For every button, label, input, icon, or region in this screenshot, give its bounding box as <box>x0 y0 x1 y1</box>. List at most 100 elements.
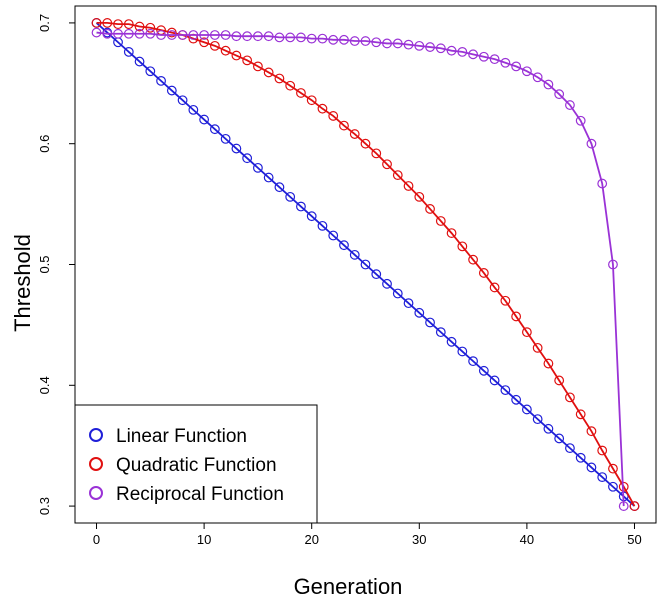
data-point <box>478 51 489 62</box>
data-point <box>242 31 253 42</box>
data-point <box>457 241 468 252</box>
data-point <box>403 181 414 191</box>
data-point <box>113 19 123 30</box>
data-point <box>586 426 597 437</box>
legend-marker <box>89 457 103 471</box>
legend-label: Reciprocal Function <box>116 484 284 505</box>
data-point <box>317 220 328 231</box>
data-point <box>500 385 511 396</box>
data-point <box>597 178 608 189</box>
data-point <box>339 120 349 131</box>
data-point <box>392 170 403 181</box>
data-point <box>263 172 274 183</box>
data-point <box>489 375 500 386</box>
data-point <box>156 75 166 86</box>
data-point <box>242 153 253 164</box>
data-point <box>532 342 543 353</box>
data-point <box>575 452 586 463</box>
data-point <box>134 56 145 67</box>
data-point <box>565 100 575 110</box>
data-point <box>296 88 306 98</box>
data-point <box>166 30 177 40</box>
legend-label: Linear Function <box>116 426 247 447</box>
data-point <box>349 249 360 260</box>
data-point <box>425 42 435 52</box>
data-point <box>177 30 188 40</box>
data-point <box>371 37 382 48</box>
data-point <box>145 28 156 39</box>
y-axis-title: Threshold <box>10 234 35 332</box>
data-point <box>521 66 532 77</box>
series-3 <box>91 27 629 511</box>
data-point <box>371 269 382 280</box>
data-point <box>468 49 478 60</box>
data-point <box>597 472 608 483</box>
data-point <box>285 32 296 43</box>
legend-marker <box>89 486 103 500</box>
y-tick-label: 0.3 <box>37 497 52 515</box>
data-point <box>253 162 263 173</box>
legend: Linear Function Quadratic Function Recipro… <box>74 404 318 524</box>
data-point <box>166 27 177 38</box>
data-point <box>253 31 263 42</box>
data-point <box>199 37 210 48</box>
data-point <box>597 445 608 456</box>
series-layer <box>91 18 640 511</box>
x-tick-label: 10 <box>197 532 211 547</box>
x-tick-label: 50 <box>627 532 641 547</box>
data-point <box>360 259 371 270</box>
data-point <box>285 191 296 202</box>
data-point <box>156 30 166 40</box>
data-point <box>543 423 554 434</box>
data-point <box>231 50 242 61</box>
data-point <box>554 433 565 444</box>
data-point <box>220 30 231 40</box>
data-point <box>91 27 102 38</box>
data-point <box>102 28 113 39</box>
data-point <box>339 240 349 251</box>
data-point <box>317 103 328 114</box>
data-point <box>414 307 425 318</box>
x-tick-label: 0 <box>93 532 100 547</box>
data-point <box>586 462 597 473</box>
data-point <box>231 143 242 154</box>
data-point <box>565 392 575 403</box>
data-point <box>554 89 565 100</box>
series-line <box>96 31 625 507</box>
data-point <box>500 57 511 68</box>
data-point <box>274 182 285 193</box>
y-tick-label: 0.4 <box>37 376 52 394</box>
data-point <box>629 501 640 511</box>
x-axis-title: Generation <box>294 574 403 599</box>
data-point <box>134 21 145 32</box>
data-point <box>586 138 597 149</box>
axes: 0 10 20 30 40 50 0.3 0.4 0.5 0.6 0.7 <box>37 14 642 547</box>
data-point <box>285 80 296 91</box>
data-point <box>392 38 403 49</box>
data-point <box>134 28 145 39</box>
data-point <box>177 95 188 106</box>
y-tick-label: 0.6 <box>37 135 52 153</box>
data-point <box>349 129 360 139</box>
data-point <box>199 114 210 125</box>
data-point <box>91 18 102 28</box>
data-point <box>328 34 339 45</box>
data-point <box>608 481 618 492</box>
data-point <box>403 39 414 50</box>
data-point <box>500 295 511 306</box>
data-point <box>209 30 220 40</box>
legend-label: Quadratic Function <box>116 455 277 476</box>
data-point <box>145 66 156 77</box>
data-point <box>296 32 306 43</box>
data-point <box>231 31 242 42</box>
data-point <box>403 298 414 309</box>
data-point <box>339 34 349 45</box>
data-point <box>565 443 575 454</box>
data-point <box>532 414 543 425</box>
data-point <box>468 356 478 367</box>
data-point <box>446 336 457 347</box>
data-point <box>306 95 317 106</box>
data-point <box>263 31 274 42</box>
data-point <box>382 38 392 49</box>
